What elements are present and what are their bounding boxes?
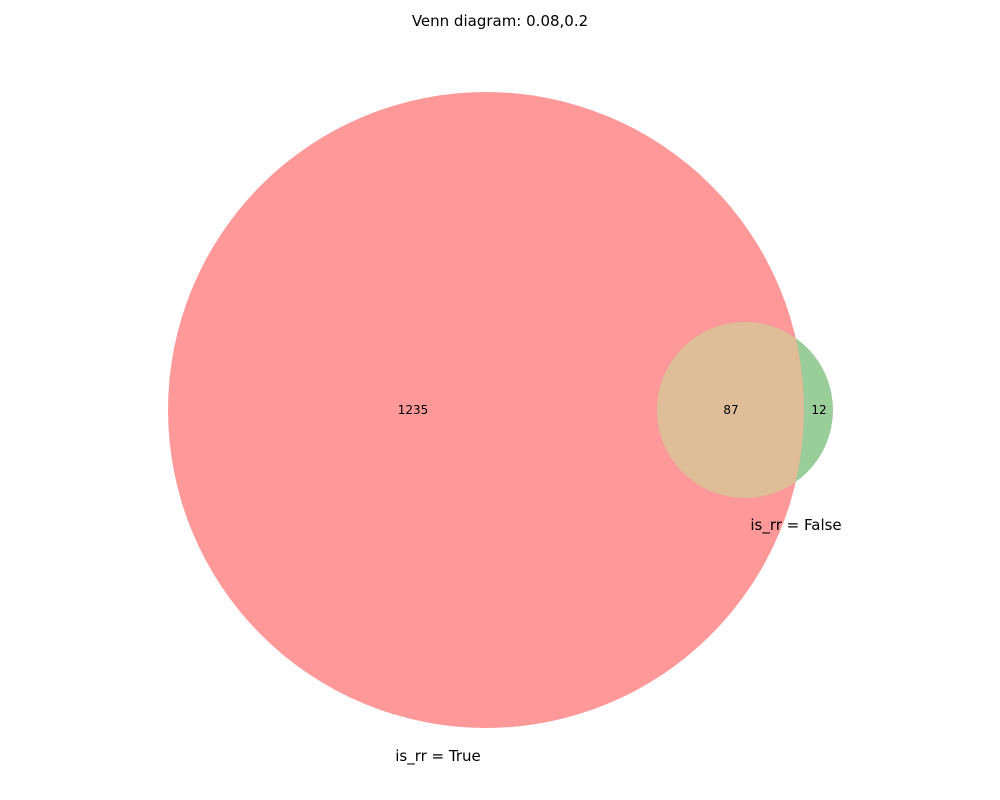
region-overlap-label: 87 (723, 403, 738, 417)
set-a-label: is_rr = True (395, 747, 481, 766)
chart-title: Venn diagram: 0.08,0.2 (412, 12, 588, 30)
overlap-region (657, 322, 804, 498)
set-a-circle (168, 92, 804, 728)
region-only-b-label: 12 (811, 403, 826, 417)
set-b-label: is_rr = False (750, 516, 841, 535)
region-only-a-label: 1235 (398, 403, 429, 417)
